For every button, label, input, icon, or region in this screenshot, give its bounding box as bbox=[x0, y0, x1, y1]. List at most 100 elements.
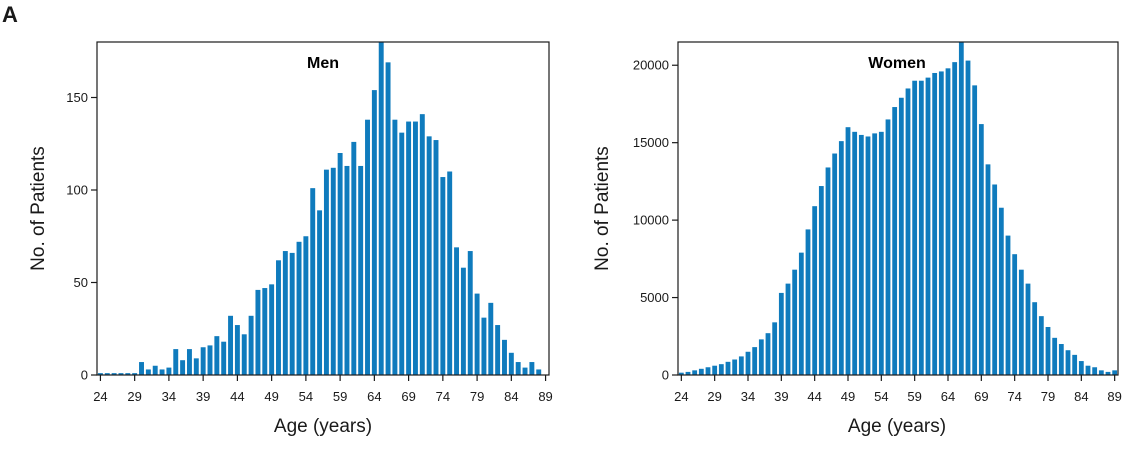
men-bar-age-56 bbox=[317, 210, 323, 375]
men-x-tick-label-64: 64 bbox=[367, 389, 381, 404]
men-bar-age-36 bbox=[180, 360, 186, 375]
men-bar-age-60 bbox=[344, 165, 350, 375]
men-bar-age-35 bbox=[173, 349, 179, 375]
women-x-tick-label-49: 49 bbox=[841, 389, 855, 404]
women-bar-age-28 bbox=[705, 367, 711, 375]
women-bar-age-61 bbox=[925, 77, 931, 376]
men-bar-age-70 bbox=[412, 121, 418, 375]
women-bar-age-48 bbox=[838, 141, 844, 375]
men-bar-age-88 bbox=[536, 369, 542, 375]
men-x-tick-label-74: 74 bbox=[436, 389, 450, 404]
men-bar-age-40 bbox=[207, 345, 213, 375]
women-bar-age-45 bbox=[818, 186, 824, 375]
men-bar-age-53 bbox=[296, 241, 302, 375]
women-bar-age-33 bbox=[738, 356, 744, 375]
women-x-axis-label: Age (years) bbox=[848, 416, 946, 437]
women-bar-age-44 bbox=[812, 206, 818, 375]
men-bar-age-78 bbox=[467, 251, 473, 375]
men-chart-title: Men bbox=[307, 55, 339, 72]
men-bar-age-45 bbox=[241, 334, 247, 375]
women-bar-age-43 bbox=[805, 229, 811, 375]
women-bar-age-69 bbox=[978, 124, 984, 375]
men-bar-age-69 bbox=[406, 121, 412, 375]
women-x-tick-label-54: 54 bbox=[874, 389, 888, 404]
men-bar-age-76 bbox=[454, 247, 460, 375]
women-bar-age-78 bbox=[1038, 316, 1044, 375]
women-x-tick-label-59: 59 bbox=[907, 389, 921, 404]
women-bar-age-53 bbox=[872, 133, 878, 375]
women-bar-age-76 bbox=[1025, 283, 1031, 375]
men-x-tick-label-34: 34 bbox=[162, 389, 176, 404]
men-y-tick-label-0: 0 bbox=[81, 368, 88, 383]
men-x-tick-label-54: 54 bbox=[299, 389, 313, 404]
women-bar-age-81 bbox=[1058, 344, 1064, 375]
men-bar-age-75 bbox=[447, 171, 453, 375]
panel-letter: A bbox=[2, 2, 18, 27]
men-bar-age-49 bbox=[269, 284, 275, 375]
men-bar-age-28 bbox=[125, 373, 131, 375]
men-bar-age-61 bbox=[351, 141, 357, 375]
men-bar-age-34 bbox=[166, 367, 172, 375]
men-y-tick-label-100: 100 bbox=[66, 183, 88, 198]
men-bar-age-58 bbox=[330, 167, 336, 375]
men-x-tick-label-39: 39 bbox=[196, 389, 210, 404]
men-bar-age-48 bbox=[262, 288, 268, 375]
men-bar-age-80 bbox=[481, 317, 487, 375]
men-bar-age-30 bbox=[139, 362, 144, 375]
women-bar-age-41 bbox=[792, 269, 798, 375]
men-bar-age-59 bbox=[337, 153, 343, 375]
men-bar-age-37 bbox=[186, 349, 192, 375]
women-bar-age-80 bbox=[1052, 337, 1058, 375]
women-bar-age-35 bbox=[752, 347, 758, 375]
men-bar-age-47 bbox=[255, 289, 261, 375]
men-bar-age-31 bbox=[145, 369, 151, 375]
women-bar-age-77 bbox=[1032, 302, 1038, 375]
women-bar-age-63 bbox=[938, 71, 944, 376]
women-x-tick-label-69: 69 bbox=[974, 389, 988, 404]
men-bar-age-81 bbox=[488, 302, 494, 375]
men-bar-age-66 bbox=[385, 62, 391, 375]
women-bar-age-42 bbox=[798, 252, 804, 375]
women-bar-age-46 bbox=[825, 167, 831, 375]
women-y-tick-label-15000: 15000 bbox=[633, 135, 669, 150]
women-y-tick-label-10000: 10000 bbox=[633, 213, 669, 228]
women-x-tick-label-74: 74 bbox=[1007, 389, 1021, 404]
women-bar-age-37 bbox=[765, 333, 771, 375]
men-bar-age-72 bbox=[426, 136, 432, 375]
men-bar-age-46 bbox=[248, 315, 254, 375]
women-y-tick-label-0: 0 bbox=[662, 368, 669, 383]
women-bar-age-58 bbox=[905, 88, 911, 375]
men-bar-age-57 bbox=[323, 169, 329, 375]
women-bar-age-82 bbox=[1065, 350, 1071, 375]
men-bar-age-54 bbox=[303, 236, 309, 375]
women-bar-age-55 bbox=[885, 119, 891, 375]
women-bar-age-67 bbox=[965, 60, 971, 376]
men-bar-age-44 bbox=[234, 325, 240, 375]
men-bar-age-67 bbox=[392, 119, 398, 375]
women-bar-age-79 bbox=[1045, 326, 1051, 375]
women-bar-age-85 bbox=[1085, 365, 1091, 375]
men-bar-age-62 bbox=[358, 165, 364, 375]
men-bar-age-26 bbox=[111, 373, 117, 375]
chart-women: 0 5000 10000 15000 20000 24 29 34 39 44 49 54 59 64 69… bbox=[592, 41, 1122, 437]
men-x-tick-label-44: 44 bbox=[230, 389, 244, 404]
women-bar-age-89 bbox=[1112, 370, 1118, 375]
men-bar-age-71 bbox=[419, 114, 425, 376]
men-bar-age-50 bbox=[276, 260, 281, 375]
men-bar-age-29 bbox=[132, 373, 138, 375]
women-bar-age-62 bbox=[932, 72, 938, 375]
men-bar-age-51 bbox=[282, 251, 288, 375]
men-x-tick-label-49: 49 bbox=[264, 389, 278, 404]
women-y-tick-label-20000: 20000 bbox=[633, 58, 669, 73]
women-y-axis-label: No. of Patients bbox=[592, 146, 613, 271]
men-y-axis-label: No. of Patients bbox=[28, 146, 49, 271]
women-bar-age-25 bbox=[685, 371, 691, 375]
men-bar-age-52 bbox=[289, 252, 295, 375]
men-bar-age-73 bbox=[433, 140, 439, 375]
men-x-tick-label-79: 79 bbox=[470, 389, 484, 404]
women-bar-age-36 bbox=[758, 339, 764, 375]
women-bar-age-73 bbox=[1005, 235, 1011, 375]
women-bar-age-88 bbox=[1105, 371, 1111, 375]
men-x-tick-label-59: 59 bbox=[333, 389, 347, 404]
men-bar-age-25 bbox=[104, 373, 110, 375]
